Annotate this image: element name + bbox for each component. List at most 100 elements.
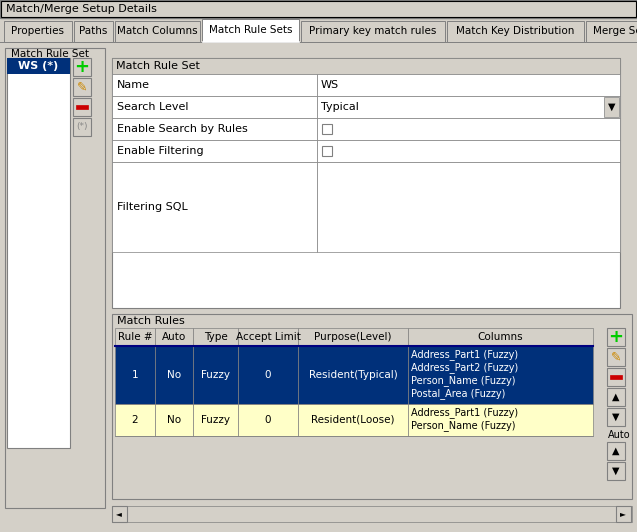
Bar xyxy=(607,442,625,460)
Text: Primary key match rules: Primary key match rules xyxy=(310,26,437,36)
Bar xyxy=(112,314,632,499)
Bar xyxy=(408,328,593,346)
Text: Properties: Properties xyxy=(11,26,64,36)
Text: Enable Search by Rules: Enable Search by Rules xyxy=(117,124,248,134)
Text: Typical: Typical xyxy=(321,102,359,112)
Text: ▲: ▲ xyxy=(612,392,620,402)
Bar xyxy=(112,58,620,308)
Text: +: + xyxy=(608,328,624,346)
Text: Match Rules: Match Rules xyxy=(117,316,185,326)
Text: 2: 2 xyxy=(132,415,138,425)
Text: ✎: ✎ xyxy=(611,351,621,363)
Text: Filtering SQL: Filtering SQL xyxy=(117,202,188,212)
Text: Paths: Paths xyxy=(80,26,108,36)
Bar xyxy=(193,328,238,346)
Text: 1: 1 xyxy=(132,370,138,380)
Bar xyxy=(447,21,584,42)
Text: Match Rule Set: Match Rule Set xyxy=(116,61,200,71)
Bar xyxy=(193,346,238,404)
Text: ▼: ▼ xyxy=(608,102,616,112)
Text: Purpose(Level): Purpose(Level) xyxy=(314,332,392,342)
Text: 0: 0 xyxy=(265,370,271,380)
Text: Fuzzy: Fuzzy xyxy=(201,370,230,380)
Bar xyxy=(112,506,127,522)
Bar xyxy=(112,162,317,252)
Text: Enable Filtering: Enable Filtering xyxy=(117,146,204,156)
Bar xyxy=(115,346,155,404)
Text: Auto: Auto xyxy=(162,332,186,342)
Text: Person_Name (Fuzzy): Person_Name (Fuzzy) xyxy=(411,420,515,431)
Text: Match Rule Set: Match Rule Set xyxy=(11,49,89,59)
Text: Name: Name xyxy=(117,80,150,90)
Bar xyxy=(112,140,317,162)
Bar xyxy=(155,328,193,346)
Bar xyxy=(607,328,625,346)
Bar xyxy=(115,404,155,436)
Bar xyxy=(607,348,625,366)
Bar xyxy=(298,346,408,404)
Text: Search Level: Search Level xyxy=(117,102,189,112)
Text: WS: WS xyxy=(321,80,339,90)
Bar xyxy=(115,328,155,346)
Text: WS (*): WS (*) xyxy=(18,61,59,71)
Bar xyxy=(607,462,625,480)
Bar xyxy=(322,124,332,134)
Text: ✎: ✎ xyxy=(76,80,87,94)
Bar xyxy=(7,58,70,448)
Bar xyxy=(610,375,622,379)
Bar xyxy=(604,97,619,117)
Bar xyxy=(73,98,91,116)
Bar xyxy=(5,48,105,508)
Text: Rule #: Rule # xyxy=(118,332,152,342)
Bar xyxy=(317,162,620,252)
Text: +: + xyxy=(75,58,90,76)
Text: Address_Part1 (Fuzzy): Address_Part1 (Fuzzy) xyxy=(411,349,518,360)
Bar xyxy=(408,346,593,404)
Bar xyxy=(0,18,637,42)
Text: ▼: ▼ xyxy=(612,466,620,476)
Bar xyxy=(317,118,620,140)
Text: (*): (*) xyxy=(76,122,88,131)
Bar xyxy=(301,21,445,42)
Text: Columns: Columns xyxy=(478,332,524,342)
Text: Match Columns: Match Columns xyxy=(117,26,198,36)
Bar xyxy=(317,96,620,118)
Bar xyxy=(73,118,91,136)
Text: Type: Type xyxy=(204,332,227,342)
Bar xyxy=(193,404,238,436)
Text: Match/Merge Setup Details: Match/Merge Setup Details xyxy=(6,4,157,14)
Text: Address_Part1 (Fuzzy): Address_Part1 (Fuzzy) xyxy=(411,407,518,418)
Text: Resident(Typical): Resident(Typical) xyxy=(308,370,397,380)
Bar xyxy=(607,368,625,386)
Bar xyxy=(112,58,620,74)
Bar xyxy=(317,74,620,96)
Bar xyxy=(73,78,91,96)
Text: No: No xyxy=(167,415,181,425)
Bar xyxy=(112,118,317,140)
Text: Accept Limit: Accept Limit xyxy=(236,332,301,342)
Text: Match Key Distribution: Match Key Distribution xyxy=(457,26,575,36)
Text: Resident(Loose): Resident(Loose) xyxy=(311,415,395,425)
Text: Match Rule Sets: Match Rule Sets xyxy=(209,25,292,35)
Bar xyxy=(298,404,408,436)
Text: Auto: Auto xyxy=(608,430,631,440)
Text: ▲: ▲ xyxy=(612,446,620,456)
Bar xyxy=(0,0,637,18)
Bar xyxy=(607,408,625,426)
Bar xyxy=(238,346,298,404)
Text: ▼: ▼ xyxy=(612,412,620,422)
Bar xyxy=(73,58,91,76)
Bar xyxy=(112,74,317,96)
Bar xyxy=(112,96,317,118)
Bar xyxy=(317,140,620,162)
Text: No: No xyxy=(167,370,181,380)
Bar xyxy=(74,21,113,42)
Bar xyxy=(298,328,408,346)
Bar xyxy=(115,21,201,42)
Bar xyxy=(616,506,631,522)
Bar xyxy=(4,21,72,42)
Bar xyxy=(7,58,70,74)
Text: ◄: ◄ xyxy=(116,510,122,519)
Bar xyxy=(112,506,632,522)
Bar xyxy=(607,388,625,406)
